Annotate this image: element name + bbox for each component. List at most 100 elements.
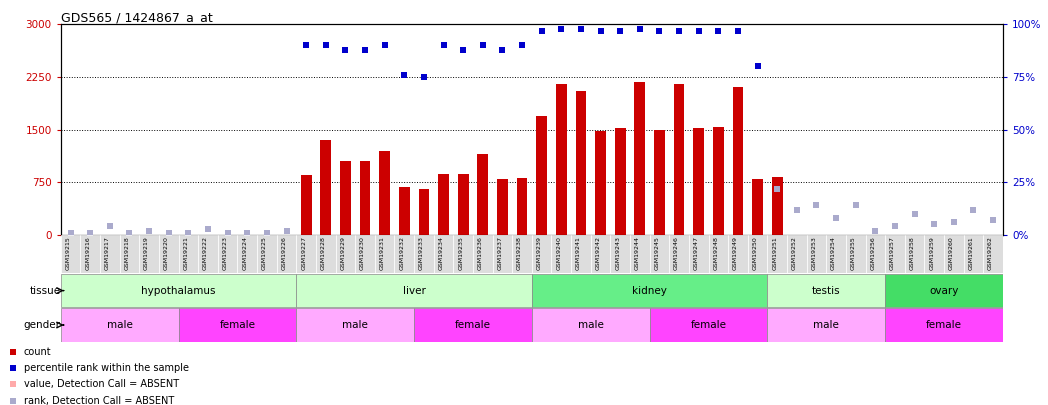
Bar [752,179,763,235]
Bar [297,274,531,307]
Text: GSM19220: GSM19220 [163,236,169,270]
Bar [399,187,410,235]
Text: GSM19217: GSM19217 [105,236,110,270]
Bar [321,140,331,235]
Bar [434,235,454,273]
Bar [610,235,630,273]
Bar [866,235,886,273]
Bar [478,154,488,235]
Bar [537,115,547,235]
Text: kidney: kidney [632,286,668,296]
Text: GSM19226: GSM19226 [282,236,286,270]
Text: male: male [343,320,368,330]
Text: GSM19254: GSM19254 [831,236,836,270]
Text: GSM19241: GSM19241 [576,236,581,270]
Bar [359,161,370,235]
Text: GSM19228: GSM19228 [321,236,326,270]
Bar [767,274,886,307]
Bar [375,235,394,273]
Text: hypothalamus: hypothalamus [141,286,216,296]
Text: GSM19247: GSM19247 [694,236,699,270]
Text: GSM19258: GSM19258 [910,236,915,270]
Bar [493,235,512,273]
Text: percentile rank within the sample: percentile rank within the sample [23,363,189,373]
Text: GSM19218: GSM19218 [125,236,130,270]
Text: GSM19219: GSM19219 [145,236,149,270]
Bar [418,189,430,235]
Bar [767,309,886,341]
Text: GSM19259: GSM19259 [930,236,934,270]
Text: GSM19232: GSM19232 [399,236,405,270]
Bar [713,128,724,235]
Bar [964,235,983,273]
Bar [159,235,178,273]
Bar [315,235,335,273]
Bar [807,235,826,273]
Text: GSM19257: GSM19257 [890,236,895,270]
Bar [473,235,493,273]
Bar [944,235,964,273]
Bar [297,235,315,273]
Bar [904,235,924,273]
Text: female: female [219,320,256,330]
Text: GSM19216: GSM19216 [85,236,90,270]
Text: GSM19233: GSM19233 [419,236,423,270]
Bar [670,235,689,273]
Bar [615,128,626,235]
Text: rank, Detection Call = ABSENT: rank, Detection Call = ABSENT [23,396,174,405]
Text: GSM19235: GSM19235 [458,236,463,270]
Bar [650,235,670,273]
Text: male: male [813,320,839,330]
Bar [551,235,571,273]
Text: GSM19249: GSM19249 [733,236,738,270]
Text: GSM19238: GSM19238 [517,236,522,270]
Text: male: male [107,320,133,330]
Bar [178,235,198,273]
Bar [924,235,944,273]
Bar [630,235,650,273]
Bar [650,309,767,341]
Bar [733,87,743,235]
Bar [767,235,787,273]
Bar [379,151,390,235]
Bar [81,235,100,273]
Text: GSM19230: GSM19230 [361,236,365,270]
Text: GSM19252: GSM19252 [792,236,796,270]
Text: male: male [577,320,604,330]
Bar [178,309,297,341]
Text: GSM19223: GSM19223 [222,236,227,270]
Bar [728,235,748,273]
Text: testis: testis [812,286,840,296]
Bar [355,235,375,273]
Bar [335,235,355,273]
Text: GSM19234: GSM19234 [438,236,443,270]
Bar [787,235,807,273]
Bar [694,128,704,235]
Text: gender: gender [24,320,61,330]
Bar [238,235,257,273]
Text: GSM19225: GSM19225 [262,236,267,270]
Text: GSM19242: GSM19242 [595,236,601,270]
Text: GSM19243: GSM19243 [615,236,620,270]
Bar [100,235,119,273]
Bar [297,309,414,341]
Bar [257,235,277,273]
Bar [748,235,767,273]
Text: GSM19215: GSM19215 [66,236,70,270]
Bar [414,235,434,273]
Text: GSM19248: GSM19248 [714,236,718,270]
Text: GSM19236: GSM19236 [478,236,483,270]
Bar [438,174,449,235]
Text: GSM19231: GSM19231 [379,236,385,270]
Text: GSM19227: GSM19227 [301,236,306,270]
Bar [591,235,610,273]
Text: GSM19253: GSM19253 [811,236,816,270]
Text: GDS565 / 1424867_a_at: GDS565 / 1424867_a_at [61,11,213,24]
Bar [218,235,238,273]
Text: liver: liver [402,286,425,296]
Text: female: female [691,320,726,330]
Bar [340,161,351,235]
Bar [886,235,904,273]
Bar [571,235,591,273]
Bar [61,235,81,273]
